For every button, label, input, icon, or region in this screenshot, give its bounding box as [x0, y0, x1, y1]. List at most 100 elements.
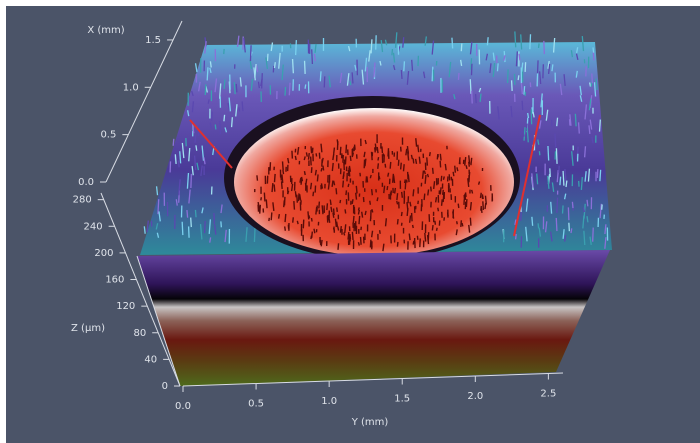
- pit: [322, 158, 323, 163]
- pit: [311, 183, 312, 189]
- pit: [365, 211, 366, 215]
- pit: [437, 228, 438, 231]
- pit: [383, 153, 384, 156]
- pit: [333, 154, 334, 160]
- pit: [411, 155, 412, 159]
- y-tick-label: 0.5: [248, 399, 264, 410]
- pit: [349, 166, 350, 172]
- pit: [321, 144, 322, 153]
- pit: [406, 149, 407, 156]
- spike: [593, 47, 594, 52]
- pit: [481, 206, 482, 211]
- pit: [264, 193, 265, 202]
- pit: [443, 176, 444, 179]
- spike: [516, 234, 517, 239]
- pit: [346, 190, 347, 195]
- pit: [346, 145, 347, 154]
- pit: [408, 174, 409, 182]
- pit: [282, 174, 283, 183]
- pit: [345, 224, 346, 233]
- spike: [600, 170, 601, 181]
- pit: [377, 197, 378, 201]
- pit: [433, 168, 434, 174]
- spike: [589, 125, 590, 134]
- z-tick-label: 240: [84, 221, 103, 232]
- pit: [358, 210, 359, 215]
- pit: [356, 193, 357, 200]
- pit: [390, 162, 391, 169]
- spike: [352, 72, 353, 83]
- pit: [323, 166, 324, 171]
- pit: [283, 161, 284, 170]
- pit: [431, 187, 432, 192]
- spike: [516, 51, 517, 66]
- spike: [175, 154, 176, 164]
- spike: [258, 82, 259, 88]
- spike: [556, 148, 557, 164]
- pit: [413, 158, 414, 163]
- pit: [358, 242, 359, 245]
- pit: [274, 174, 275, 182]
- pit: [261, 197, 262, 200]
- spike: [487, 37, 488, 45]
- spike: [587, 216, 588, 222]
- pit: [330, 200, 331, 205]
- spike: [512, 80, 513, 91]
- pit: [332, 163, 333, 171]
- pit: [461, 220, 462, 227]
- spike: [571, 228, 572, 233]
- pit: [350, 234, 351, 241]
- spike: [560, 177, 561, 185]
- pit: [327, 203, 328, 210]
- pit: [436, 197, 437, 202]
- pit: [441, 176, 442, 181]
- pit: [448, 213, 449, 217]
- pit: [382, 146, 383, 153]
- pit: [410, 215, 411, 222]
- pit: [306, 152, 307, 156]
- pit: [409, 234, 410, 241]
- pit: [273, 202, 274, 211]
- pit: [449, 183, 450, 188]
- spike: [240, 77, 241, 86]
- spike: [187, 210, 188, 218]
- pit: [334, 181, 335, 185]
- pit: [470, 218, 471, 226]
- pit: [401, 212, 402, 216]
- pit: [266, 199, 267, 208]
- pit: [438, 208, 439, 212]
- pit: [372, 152, 373, 160]
- spike: [563, 171, 564, 186]
- spike: [587, 200, 588, 206]
- pit: [301, 179, 302, 185]
- pit: [281, 175, 282, 181]
- pit: [356, 186, 357, 194]
- spike: [371, 39, 372, 53]
- spike: [524, 86, 525, 94]
- z-tick-label: 40: [144, 354, 157, 365]
- spike: [392, 49, 393, 55]
- spike: [312, 49, 313, 64]
- pit: [361, 237, 362, 245]
- pit: [393, 174, 394, 183]
- spike: [191, 218, 192, 228]
- spike: [508, 69, 509, 83]
- spike: [178, 160, 179, 167]
- pit: [337, 222, 338, 227]
- pit: [395, 188, 396, 194]
- spike: [144, 226, 145, 233]
- pit: [365, 140, 366, 144]
- pit: [364, 152, 365, 157]
- z-tick-label: 280: [73, 195, 92, 206]
- spike: [210, 237, 211, 242]
- pit: [321, 240, 322, 246]
- pit: [304, 171, 305, 175]
- pit: [445, 164, 446, 170]
- z-tick-label: 80: [133, 328, 146, 339]
- spike: [195, 135, 196, 143]
- y-tick-label: 0.0: [175, 401, 191, 412]
- spike: [476, 94, 477, 103]
- y-tick-label: 1.0: [321, 396, 337, 407]
- spike: [232, 117, 233, 127]
- pit: [279, 214, 280, 218]
